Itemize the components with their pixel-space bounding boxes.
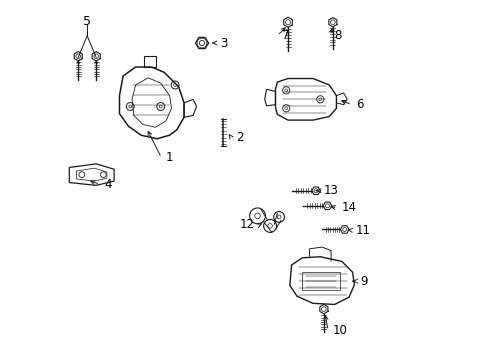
Text: 10: 10	[333, 324, 347, 337]
Text: 9: 9	[360, 275, 368, 288]
Text: 11: 11	[355, 224, 370, 237]
Text: 14: 14	[342, 202, 357, 215]
Text: 12: 12	[240, 218, 255, 231]
Text: 1: 1	[166, 151, 173, 164]
Text: 3: 3	[220, 36, 228, 50]
Text: 5: 5	[83, 15, 91, 28]
Text: 6: 6	[356, 98, 364, 111]
Text: 8: 8	[335, 29, 342, 42]
Text: 4: 4	[104, 178, 112, 191]
Text: 2: 2	[236, 131, 243, 144]
Text: 13: 13	[323, 184, 338, 197]
Text: 7: 7	[282, 29, 289, 42]
